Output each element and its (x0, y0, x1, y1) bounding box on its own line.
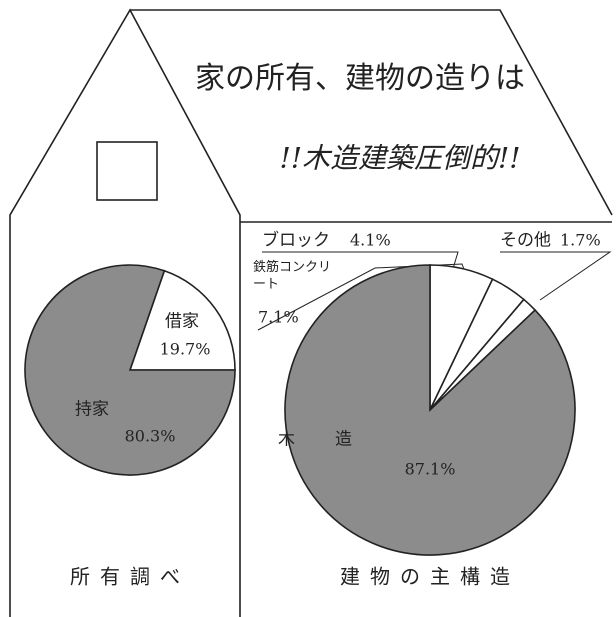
slice-label: 持家 (75, 400, 109, 420)
chart-title: 所有調べ (70, 565, 190, 589)
slice-label: 木造 (278, 430, 392, 450)
value-label: 1.7% (560, 231, 601, 250)
subtitle: !!木造建築圧倒的!! (279, 142, 520, 175)
title: 家の所有、建物の造りは (195, 61, 525, 96)
slice-label: その他 (500, 231, 551, 251)
leader-line (262, 251, 459, 273)
pie-slice (24, 264, 236, 476)
slice-label: ブロック (262, 230, 330, 251)
value-label: 19.7% (160, 340, 211, 359)
window (96, 141, 158, 201)
slice-label: 鉄筋コンクリート (253, 260, 332, 292)
pie-slice (284, 264, 576, 556)
value-label: 87.1% (405, 460, 456, 479)
value-label: 7.1% (258, 308, 299, 327)
chart-title: 建物の主構造 (340, 565, 520, 589)
slice-label: 借家 (165, 312, 199, 332)
value-label: 80.3% (125, 427, 176, 446)
roof (130, 9, 613, 216)
value-label: 4.1% (350, 231, 391, 250)
leader-line (500, 251, 612, 301)
